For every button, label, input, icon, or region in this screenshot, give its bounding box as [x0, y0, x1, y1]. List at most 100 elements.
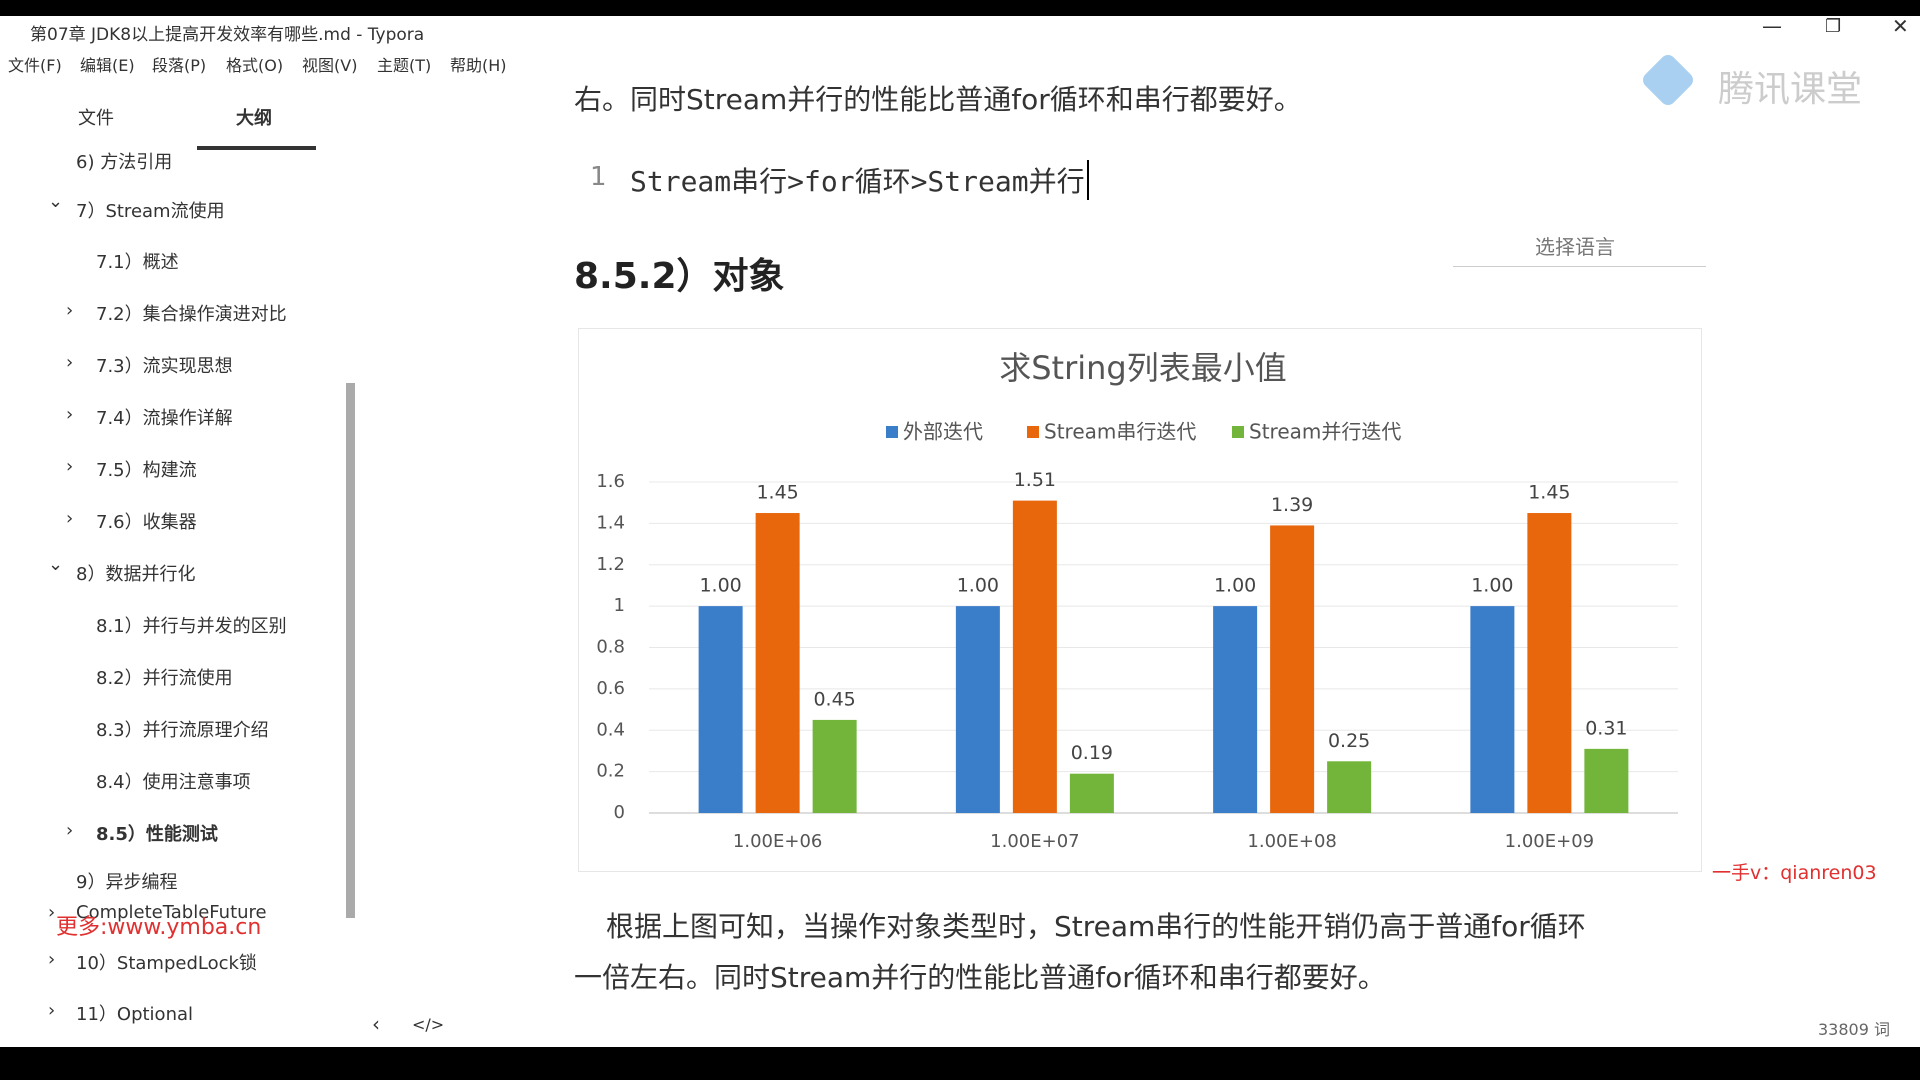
bar [1012, 500, 1057, 813]
outline-arrow[interactable]: › [66, 300, 74, 321]
outline-item[interactable]: 11）Optional [76, 1004, 194, 1025]
outline-item[interactable]: CompleteTableFuture [76, 902, 267, 923]
data-label: 0.45 [813, 688, 855, 710]
legend-label: 外部迭代 [903, 420, 983, 444]
menu-item[interactable]: 段落(P) [152, 56, 207, 75]
x-tick-label: 1.00E+07 [990, 831, 1079, 852]
picker-line [1453, 266, 1706, 267]
menu-item[interactable]: 主题(T) [377, 56, 432, 75]
outline-item[interactable]: 9）异步编程 [76, 872, 178, 893]
restore[interactable]: ❐ [1825, 16, 1842, 37]
data-label: 1.39 [1271, 494, 1313, 516]
outline-arrow[interactable]: ⌄ [48, 554, 64, 575]
legend-swatch [886, 426, 898, 438]
scrollbar[interactable] [346, 383, 355, 918]
outline-arrow[interactable]: › [48, 902, 56, 923]
sidebar-tab[interactable]: 大纲 [236, 108, 272, 129]
taskbar [0, 1047, 1920, 1080]
x-tick-label: 1.00E+06 [733, 831, 822, 852]
y-tick-label: 1.4 [596, 512, 625, 533]
paragraph-line: 根据上图可知，当操作对象类型时，Stream串行的性能开销仍高于普通for循环 [606, 910, 1586, 943]
outline-item[interactable]: 7）Stream流使用 [76, 201, 225, 222]
outline-item[interactable]: 7.3）流实现思想 [96, 356, 233, 377]
outline-arrow[interactable]: › [66, 352, 74, 373]
outline-arrow[interactable]: ⌄ [48, 191, 64, 212]
data-label: 0.25 [1328, 730, 1370, 752]
data-label: 1.45 [756, 482, 798, 504]
data-label: 1.45 [1528, 482, 1570, 504]
code: Stream串行>for循环>Stream并行 [630, 160, 1089, 200]
watermark-brand: 腾讯课堂 [1718, 69, 1863, 110]
close[interactable]: ✕ [1892, 14, 1909, 38]
outline-item[interactable]: 8）数据并行化 [76, 564, 196, 585]
outline-item[interactable]: 6) 方法引用 [76, 152, 173, 173]
bar [955, 606, 1000, 813]
bar [1584, 748, 1629, 813]
legend-label: Stream并行迭代 [1249, 420, 1401, 444]
watermark-contact: 一手v：qianren03 [1712, 862, 1877, 884]
outline-item[interactable]: 10）StampedLock锁 [76, 953, 257, 974]
data-label: 1.00 [1471, 575, 1513, 597]
y-tick-label: 0.6 [596, 678, 625, 699]
outline-arrow[interactable]: › [48, 949, 56, 970]
top-bar [0, 0, 1920, 16]
y-tick-label: 0.4 [596, 719, 625, 740]
outline-item[interactable]: 7.5）构建流 [96, 460, 197, 481]
bar [1327, 761, 1372, 813]
outline-item[interactable]: 7.2）集合操作演进对比 [96, 304, 287, 325]
bar [1527, 513, 1572, 813]
sidebar-tab[interactable]: 文件 [78, 108, 114, 129]
outline-arrow[interactable]: › [48, 1000, 56, 1021]
data-label: 1.00 [699, 575, 741, 597]
data-label: 0.31 [1585, 717, 1627, 739]
bar [698, 606, 743, 813]
y-tick-label: 0.2 [596, 761, 625, 782]
bar [1213, 606, 1258, 813]
bar [755, 513, 800, 813]
outline-arrow[interactable]: › [66, 820, 74, 841]
menu-item[interactable]: 帮助(H) [450, 56, 507, 75]
menu-item[interactable]: 格式(O) [226, 56, 284, 75]
data-label: 1.51 [1014, 469, 1056, 491]
outline-item[interactable]: 8.1）并行与并发的区别 [96, 616, 287, 637]
watermark-site: 更多:www.ymba.cn [56, 915, 262, 940]
outline-arrow[interactable]: › [66, 456, 74, 477]
code-line-number: 1 [590, 162, 607, 192]
outline-toggle[interactable]: ‹ [372, 1012, 380, 1036]
logo [1639, 51, 1697, 109]
y-tick-label: 1 [614, 595, 625, 616]
y-tick-label: 1.2 [596, 554, 625, 575]
data-label: 1.00 [957, 575, 999, 597]
chart-title: 求String列表最小值 [999, 349, 1287, 387]
menu-item[interactable]: 视图(V) [302, 56, 358, 75]
bar [1470, 606, 1515, 813]
data-label: 1.00 [1214, 575, 1256, 597]
data-label: 0.19 [1071, 742, 1113, 764]
bar [812, 719, 857, 813]
outline-arrow[interactable]: › [66, 508, 74, 529]
language-picker[interactable]: 选择语言 [1535, 235, 1615, 259]
outline-item[interactable]: 8.3）并行流原理介绍 [96, 720, 269, 741]
outline-item[interactable]: 7.6）收集器 [96, 512, 197, 533]
paragraph-line: 一倍左右。同时Stream并行的性能比普通for循环和串行都要好。 [574, 961, 1386, 994]
x-tick-label: 1.00E+09 [1505, 831, 1594, 852]
bar [1069, 773, 1114, 813]
outline-item[interactable]: 8.5）性能测试 [96, 824, 218, 845]
legend-swatch [1232, 426, 1244, 438]
y-tick-label: 1.6 [596, 471, 625, 492]
menu-item[interactable]: 文件(F) [8, 56, 62, 75]
minimize[interactable]: — [1762, 14, 1782, 38]
outline-item[interactable]: 8.4）使用注意事项 [96, 772, 251, 793]
source-toggle[interactable]: </> [412, 1015, 445, 1034]
outline-item[interactable]: 7.4）流操作详解 [96, 408, 233, 429]
outline-item[interactable]: 7.1）概述 [96, 252, 179, 273]
word-count: 33809 词 [1818, 1020, 1890, 1039]
menu-item[interactable]: 编辑(E) [80, 56, 135, 75]
legend-swatch [1027, 426, 1039, 438]
outline-item[interactable]: 8.2）并行流使用 [96, 668, 233, 689]
x-tick-label: 1.00E+08 [1247, 831, 1336, 852]
legend-label: Stream串行迭代 [1044, 420, 1196, 444]
outline-arrow[interactable]: › [66, 404, 74, 425]
y-tick-label: 0 [614, 802, 625, 823]
